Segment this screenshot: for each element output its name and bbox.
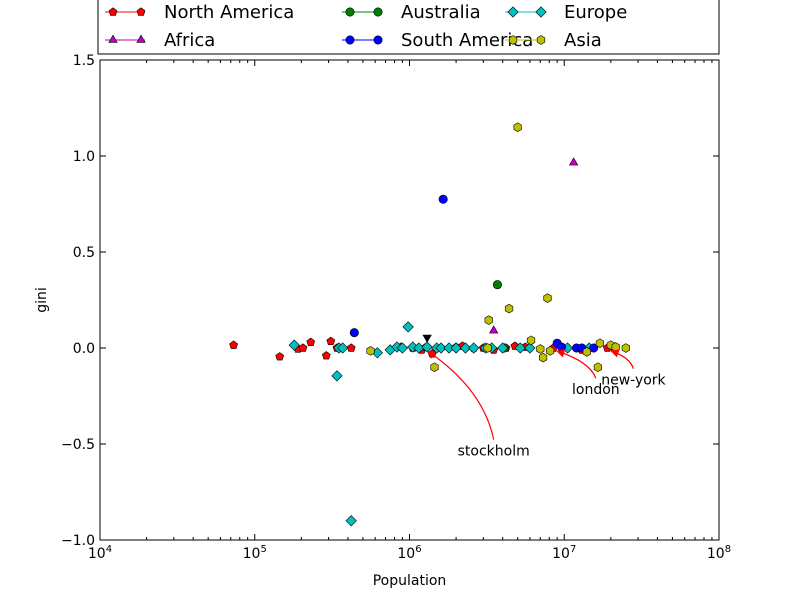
data-point xyxy=(468,342,480,354)
data-point xyxy=(589,343,599,353)
legend-marker xyxy=(507,6,519,18)
data-point xyxy=(593,362,603,372)
data-point xyxy=(568,157,579,166)
plot-frame xyxy=(99,59,720,541)
annotation-arrow xyxy=(426,350,495,440)
y-tick-label: 0.0 xyxy=(73,341,95,357)
legend-marker xyxy=(536,35,546,45)
data-point xyxy=(450,342,462,354)
data-point xyxy=(492,280,502,290)
data-points xyxy=(229,122,630,527)
data-point xyxy=(611,342,620,352)
legend: North America Australia Europe Africa South … xyxy=(97,0,720,55)
x-tick-label: 106 xyxy=(397,544,421,562)
annotation-label: new-york xyxy=(601,373,666,389)
data-point xyxy=(288,339,300,351)
legend-marker xyxy=(108,7,118,16)
data-point xyxy=(484,315,493,325)
y-tick-label: −0.5 xyxy=(61,437,95,453)
axes: 104 105 106 107 108−1.0−0.50.00.51.01.5Popul… xyxy=(34,53,731,589)
annotation-arrow xyxy=(610,349,635,369)
data-point xyxy=(557,342,567,352)
y-axis-label: gini xyxy=(34,287,50,313)
y-tick-label: 0.5 xyxy=(73,245,95,261)
legend-label: Africa xyxy=(164,30,215,51)
y-tick-label: 1.0 xyxy=(73,149,95,165)
annotation-label: stockholm xyxy=(458,444,530,460)
data-point xyxy=(430,362,439,372)
data-point xyxy=(513,122,522,132)
x-tick-label: 108 xyxy=(707,544,731,562)
legend-marker xyxy=(108,34,118,43)
data-point xyxy=(483,343,492,353)
legend-marker xyxy=(136,34,146,43)
legend-marker xyxy=(535,6,547,18)
x-axis-label: Population xyxy=(373,573,447,589)
data-point xyxy=(536,344,545,354)
data-point xyxy=(435,342,447,354)
data-point xyxy=(543,293,552,303)
x-tick-label: 107 xyxy=(552,544,576,562)
annotation-label: london xyxy=(572,382,620,398)
data-point xyxy=(275,352,285,361)
data-point xyxy=(331,370,343,382)
legend-marker xyxy=(136,7,146,16)
legend-label: Australia xyxy=(401,2,481,23)
legend-box xyxy=(97,0,720,55)
data-point xyxy=(538,352,548,363)
data-point xyxy=(514,342,526,354)
data-point xyxy=(526,335,536,346)
data-point xyxy=(345,515,357,527)
data-point xyxy=(422,334,432,343)
y-tick-label: −1.0 xyxy=(61,533,95,549)
data-point xyxy=(366,346,375,356)
data-point xyxy=(346,343,356,352)
legend-label: South America xyxy=(401,30,533,51)
data-point xyxy=(402,321,414,333)
x-tick-label: 105 xyxy=(243,544,267,562)
data-point xyxy=(298,343,308,352)
data-point xyxy=(621,343,630,353)
data-point xyxy=(489,325,499,334)
data-point xyxy=(582,347,591,357)
data-point xyxy=(321,351,331,360)
data-point xyxy=(504,303,514,314)
data-point xyxy=(306,337,316,346)
legend-label: Asia xyxy=(564,30,602,51)
data-point xyxy=(595,338,605,348)
data-point xyxy=(326,336,336,345)
data-point xyxy=(438,194,448,204)
legend-label: Europe xyxy=(564,2,627,23)
data-point xyxy=(396,342,409,354)
legend-marker xyxy=(345,7,355,17)
legend-label: North America xyxy=(164,2,294,23)
data-point xyxy=(497,342,509,354)
data-point xyxy=(349,328,359,338)
data-point xyxy=(545,346,555,356)
legend-marker xyxy=(373,35,383,45)
data-point xyxy=(229,340,238,349)
y-tick-label: 1.5 xyxy=(73,53,95,69)
data-point xyxy=(337,342,349,354)
legend-marker xyxy=(508,35,518,45)
annotation-arrow xyxy=(556,349,597,379)
data-point xyxy=(524,342,536,354)
legend-marker xyxy=(345,35,355,45)
legend-marker xyxy=(373,7,383,17)
data-point xyxy=(459,342,472,354)
